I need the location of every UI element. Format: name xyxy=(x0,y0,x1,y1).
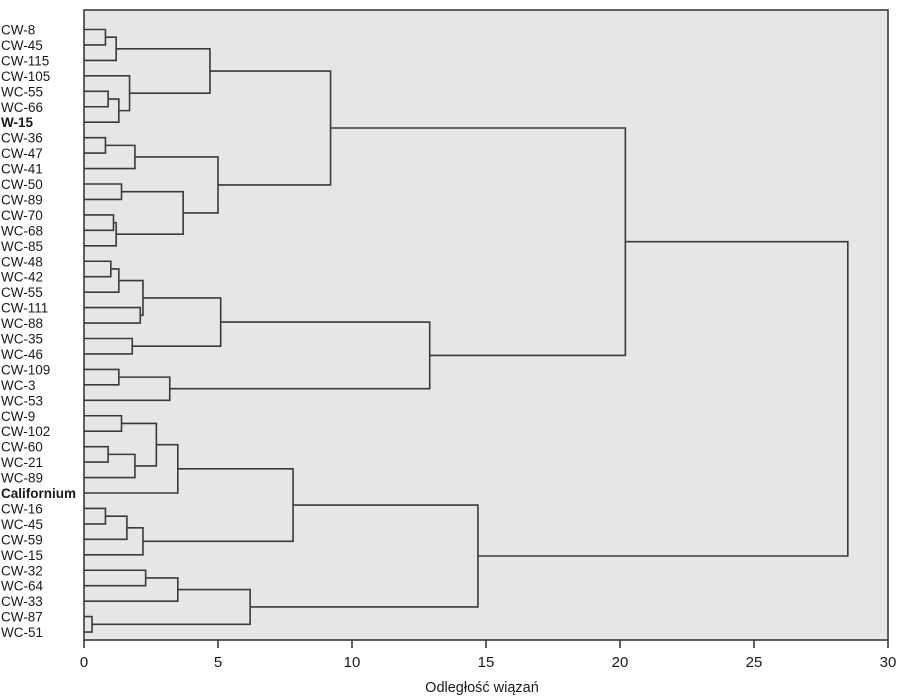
merge-link xyxy=(477,240,849,557)
x-tick-label: 0 xyxy=(80,654,88,671)
x-axis: 0 5 10 15 20 25 30 xyxy=(80,640,897,671)
leaf-label: CW-32 xyxy=(1,563,43,578)
leaf-label: CW-41 xyxy=(1,162,43,177)
x-tick-label: 30 xyxy=(880,654,897,671)
x-tick-label: 15 xyxy=(478,654,495,671)
leaf-label: CW-36 xyxy=(1,131,43,146)
leaf-label: CW-89 xyxy=(1,192,43,207)
x-tick-label: 5 xyxy=(214,654,222,671)
x-tick-label: 20 xyxy=(612,654,629,671)
leaf-label: WC-68 xyxy=(1,223,43,238)
leaf-label: WC-66 xyxy=(1,100,43,115)
leaf-label: WC-85 xyxy=(1,239,43,254)
leaf-label: CW-55 xyxy=(1,285,43,300)
leaf-label: WC-45 xyxy=(1,517,43,532)
x-tick-label: 25 xyxy=(746,654,763,671)
plot-area xyxy=(83,9,889,641)
leaf-label: CW-9 xyxy=(1,409,35,424)
leaf-label: WC-35 xyxy=(1,332,43,347)
leaf-label: WC-88 xyxy=(1,316,43,331)
leaf-label: WC-51 xyxy=(1,625,43,640)
leaf-label: WC-21 xyxy=(1,455,43,470)
x-axis-title: Odległość wiązań xyxy=(425,680,539,696)
leaf-label: CW-102 xyxy=(1,424,50,439)
leaf-label: WC-3 xyxy=(1,378,36,393)
leaf-label: WC-64 xyxy=(1,579,43,594)
leaf-label: WC-15 xyxy=(1,548,43,563)
leaf-label: CW-60 xyxy=(1,440,43,455)
leaf-label: WC-53 xyxy=(1,393,43,408)
x-tick-label: 10 xyxy=(344,654,361,671)
leaf-label: CW-45 xyxy=(1,38,43,53)
leaf-label: CW-8 xyxy=(1,23,35,38)
leaf-label: CW-33 xyxy=(1,594,43,609)
leaf-label: CW-47 xyxy=(1,146,43,161)
leaf-label: CW-111 xyxy=(1,301,48,316)
leaf-label: CW-105 xyxy=(1,69,50,84)
leaf-label: CW-48 xyxy=(1,254,43,269)
dendrogram-links xyxy=(84,28,849,633)
leaf-label: CW-115 xyxy=(1,53,49,68)
leaf-label: W-15 xyxy=(1,115,33,130)
leaf-label: CW-109 xyxy=(1,362,50,377)
leaf-label: CW-16 xyxy=(1,501,43,516)
leaf-labels: CW-8CW-45CW-115CW-105WC-55WC-66W-15CW-36… xyxy=(1,23,76,641)
leaf-label: WC-89 xyxy=(1,471,43,486)
leaf-label: WC-42 xyxy=(1,270,43,285)
leaf-label: Californium xyxy=(1,486,76,501)
leaf-label: WC-46 xyxy=(1,347,43,362)
leaf-label: CW-59 xyxy=(1,532,43,547)
leaf-label: CW-87 xyxy=(1,610,43,625)
leaf-label: CW-50 xyxy=(1,177,43,192)
leaf-label: WC-55 xyxy=(1,84,43,99)
leaf-label: CW-70 xyxy=(1,208,43,223)
